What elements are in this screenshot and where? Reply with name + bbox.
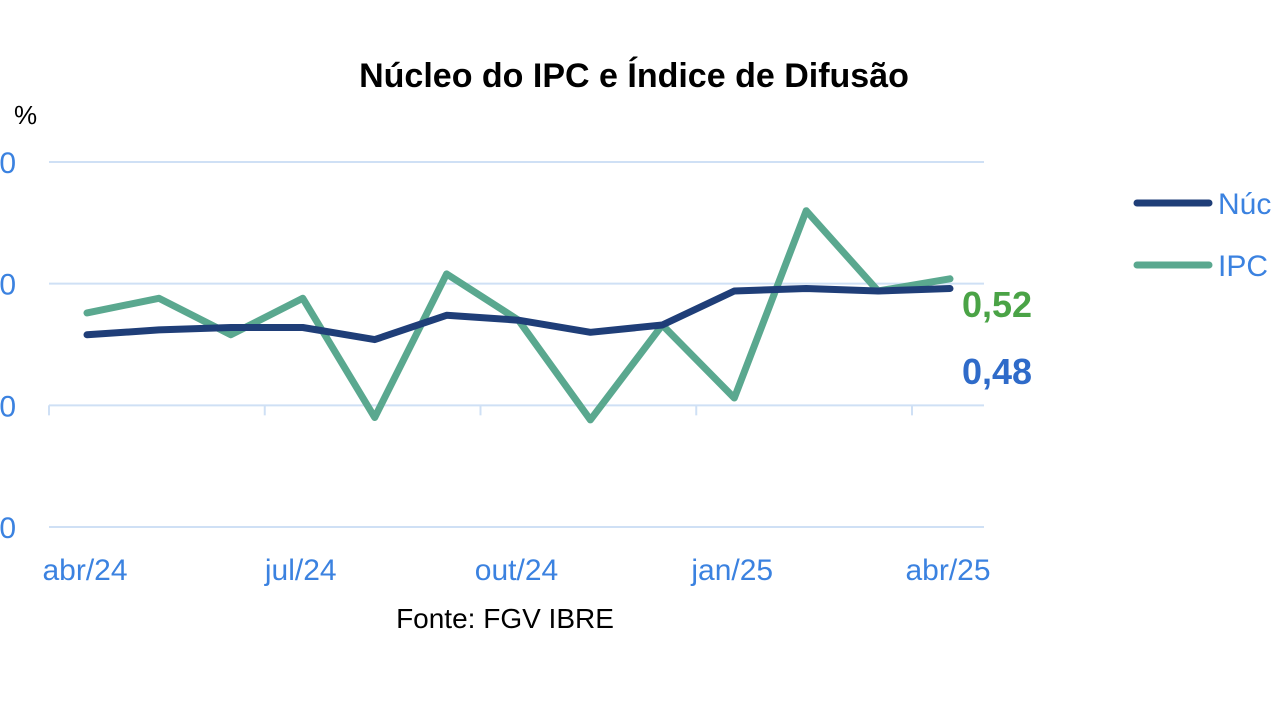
- x-tick-label: out/24: [475, 554, 558, 587]
- gridlines: [49, 161, 984, 528]
- legend: Núc IPC: [1133, 188, 1271, 283]
- legend-label: IPC: [1218, 250, 1268, 283]
- end-value-labels: 0,48 0,52: [962, 284, 1032, 392]
- x-axis-labels: abr/24 jul/24 out/24 jan/25 abr/25: [42, 554, 990, 587]
- y-tick-label: 0: [0, 269, 16, 302]
- x-tick-label: abr/24: [42, 554, 127, 587]
- x-tick-label: jan/25: [690, 554, 773, 587]
- x-axis-ticks: [48, 405, 913, 416]
- legend-label: Núc: [1218, 188, 1271, 221]
- y-axis-labels: 0 0 0 0: [0, 147, 16, 545]
- y-tick-label: 0: [0, 512, 16, 545]
- series-line-nucleo: [83, 285, 954, 344]
- end-label-ipc: 0,52: [962, 284, 1032, 325]
- chart-title: Núcleo do IPC e Índice de Difusão: [359, 57, 909, 95]
- x-tick-label: jul/24: [264, 554, 337, 587]
- series-line-ipc: [83, 207, 954, 424]
- source-note: Fonte: FGV IBRE: [396, 603, 614, 634]
- end-label-nucleo: 0,48: [962, 351, 1032, 392]
- y-unit-label: %: [14, 100, 37, 130]
- x-tick-label: abr/25: [905, 554, 990, 587]
- y-tick-label: 0: [0, 390, 16, 423]
- y-tick-label: 0: [0, 147, 16, 180]
- series-lines: [83, 207, 954, 424]
